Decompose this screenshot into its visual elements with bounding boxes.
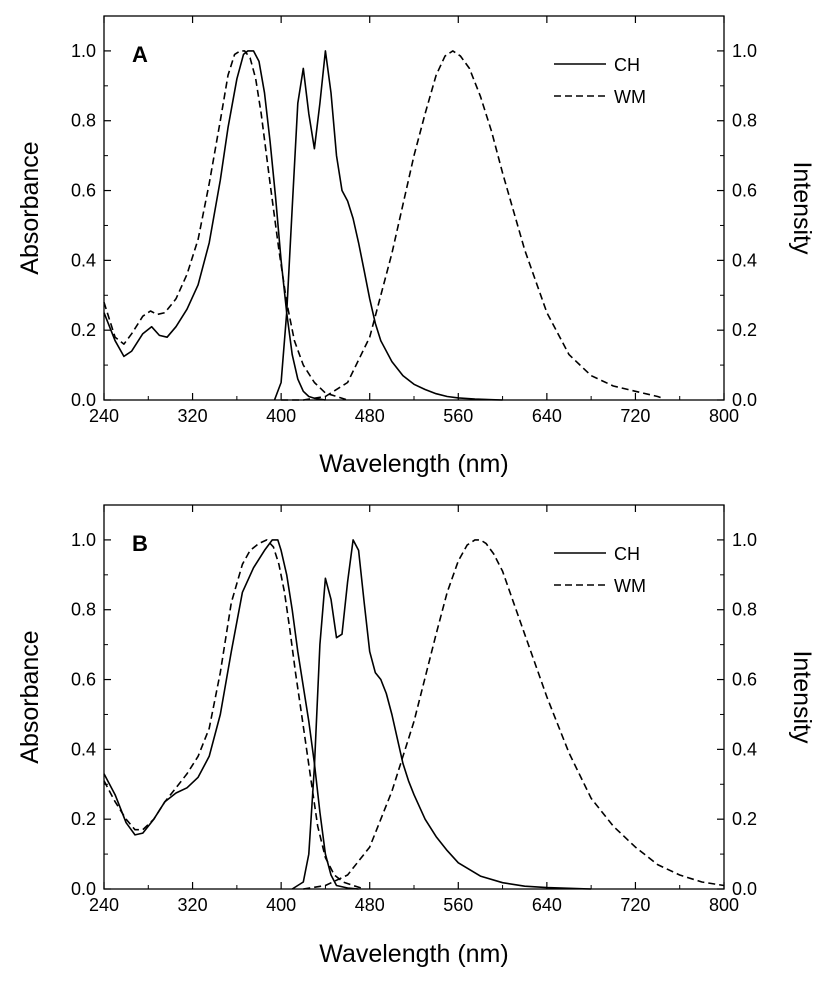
y-tick-label-right: 0.0: [732, 879, 757, 899]
y-tick-label-right: 0.0: [732, 390, 757, 410]
y-axis-title-left: Absorbance: [16, 630, 44, 763]
x-axis-title: Wavelength (nm): [319, 450, 508, 478]
x-tick-label: 640: [532, 406, 562, 426]
y-tick-label-left: 0.2: [71, 320, 96, 340]
y-axis-title-right: Intensity: [788, 650, 816, 744]
series-wm-absorbance-line: [103, 539, 365, 890]
y-tick-label-left: 0.6: [71, 181, 96, 201]
legend-label-wm: WM: [614, 87, 646, 107]
y-tick-label-left: 1.0: [71, 530, 96, 550]
y-tick-label-right: 1.0: [732, 41, 757, 61]
x-tick-label: 560: [443, 406, 473, 426]
x-tick-label: 400: [266, 406, 296, 426]
y-tick-label-left: 0.4: [71, 250, 96, 270]
y-tick-label-left: 0.8: [71, 600, 96, 620]
x-tick-label: 320: [178, 406, 208, 426]
y-tick-label-left: 0.6: [71, 670, 96, 690]
y-tick-label-right: 1.0: [732, 530, 757, 550]
series-ch-absorbance-line: [103, 50, 326, 401]
legend-label-ch: CH: [614, 544, 640, 564]
x-tick-label: 240: [89, 895, 119, 915]
legend-label-wm: WM: [614, 576, 646, 596]
x-tick-label: 720: [620, 895, 650, 915]
y-tick-label-left: 0.0: [71, 879, 96, 899]
x-tick-label: 320: [178, 895, 208, 915]
y-tick-label-right: 0.2: [732, 809, 757, 829]
y-axis-title-right: Intensity: [788, 161, 816, 255]
y-tick-label-left: 0.8: [71, 111, 96, 131]
x-tick-label: 560: [443, 895, 473, 915]
x-tick-label: 400: [266, 895, 296, 915]
x-tick-label: 800: [709, 406, 739, 426]
series-wm-emission-line: [303, 539, 725, 890]
y-tick-label-right: 0.8: [732, 600, 757, 620]
x-tick-label: 480: [355, 406, 385, 426]
y-tick-label-right: 0.4: [732, 739, 757, 759]
y-tick-label-right: 0.2: [732, 320, 757, 340]
x-tick-label: 800: [709, 895, 739, 915]
series-wm-emission-line: [281, 50, 664, 401]
x-axis-title: Wavelength (nm): [319, 940, 508, 968]
y-tick-label-right: 0.6: [732, 181, 757, 201]
series-ch-emission-line: [291, 539, 592, 890]
y-tick-label-right: 0.6: [732, 670, 757, 690]
y-tick-label-right: 0.4: [732, 250, 757, 270]
series-ch-emission-line: [273, 50, 503, 401]
legend-label-ch: CH: [614, 55, 640, 75]
x-tick-label: 480: [355, 895, 385, 915]
x-tick-label: 640: [532, 895, 562, 915]
y-axis-title-left: Absorbance: [16, 141, 44, 274]
panel-label: A: [132, 42, 148, 67]
y-tick-label-left: 0.0: [71, 390, 96, 410]
x-tick-label: 720: [620, 406, 650, 426]
panel-label: B: [132, 531, 148, 556]
y-tick-label-left: 0.2: [71, 809, 96, 829]
series-wm-absorbance-line: [103, 50, 348, 401]
y-tick-label-left: 0.4: [71, 739, 96, 759]
x-tick-label: 240: [89, 406, 119, 426]
y-tick-label-right: 0.8: [732, 111, 757, 131]
y-tick-label-left: 1.0: [71, 41, 96, 61]
